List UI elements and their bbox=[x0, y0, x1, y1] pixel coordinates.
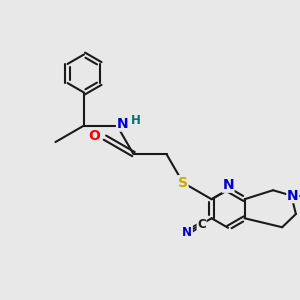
Text: C: C bbox=[197, 218, 206, 230]
Text: N: N bbox=[287, 188, 298, 203]
Text: H: H bbox=[131, 114, 140, 127]
Text: O: O bbox=[88, 129, 101, 143]
Text: N: N bbox=[222, 178, 234, 192]
Text: N: N bbox=[182, 226, 192, 239]
Text: N: N bbox=[117, 117, 128, 131]
Text: S: S bbox=[178, 176, 188, 190]
